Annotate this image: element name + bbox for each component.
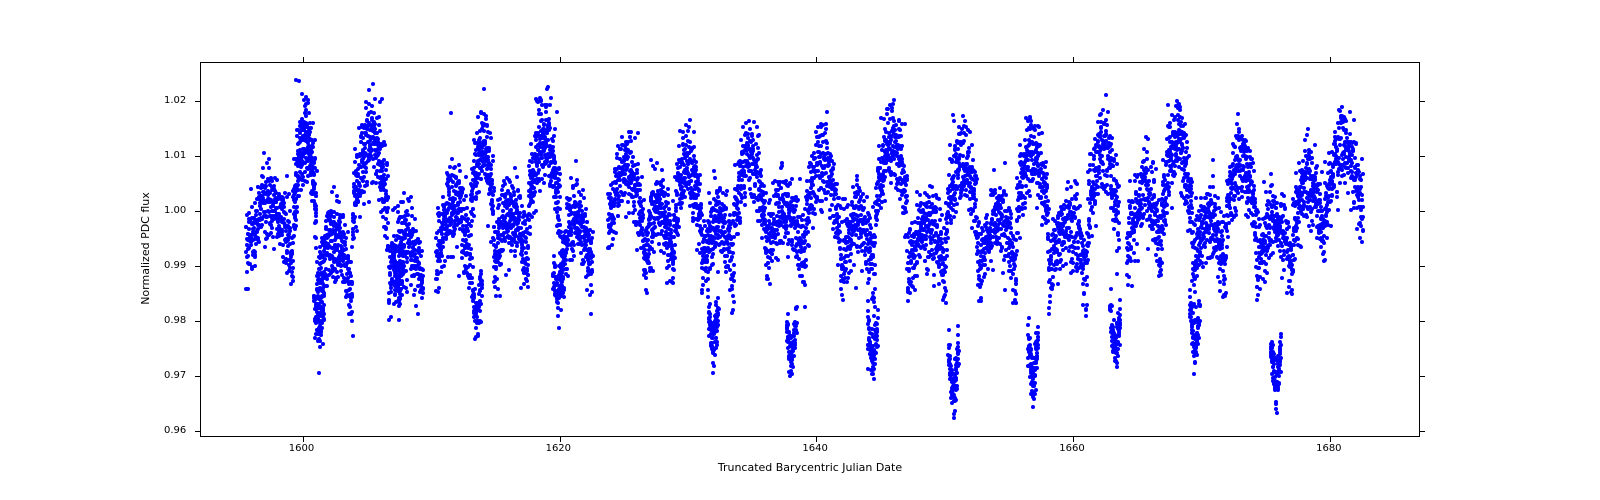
ytick-mark (195, 431, 200, 432)
xtick-mark (816, 437, 817, 442)
xtick-mark (560, 437, 561, 442)
xtick-mark (303, 437, 304, 442)
ytick-label: 1.02 (164, 95, 186, 106)
ytick-mark (195, 211, 200, 212)
xtick-mark (1330, 437, 1331, 442)
xtick-label: 1640 (802, 443, 827, 454)
ytick-label: 1.01 (164, 150, 186, 161)
ytick-label: 0.99 (164, 260, 186, 271)
ytick-mark (1420, 376, 1425, 377)
plot-area (200, 62, 1420, 437)
xtick-label: 1620 (546, 443, 571, 454)
ytick-mark (1420, 211, 1425, 212)
y-axis-label: Normalized PDC flux (139, 61, 152, 436)
xtick-mark (816, 57, 817, 62)
ytick-mark (195, 376, 200, 377)
ytick-mark (195, 156, 200, 157)
ytick-label: 0.96 (164, 425, 186, 436)
ytick-mark (1420, 101, 1425, 102)
ytick-mark (195, 101, 200, 102)
ytick-label: 1.00 (164, 205, 186, 216)
xtick-mark (1330, 57, 1331, 62)
figure: Truncated Barycentric Julian Date Normal… (0, 0, 1600, 500)
ytick-mark (1420, 321, 1425, 322)
ytick-mark (1420, 431, 1425, 432)
xtick-mark (303, 57, 304, 62)
xtick-label: 1680 (1316, 443, 1341, 454)
xtick-label: 1600 (289, 443, 314, 454)
ytick-mark (1420, 156, 1425, 157)
ytick-mark (195, 266, 200, 267)
x-axis-label: Truncated Barycentric Julian Date (200, 461, 1420, 474)
xtick-mark (560, 57, 561, 62)
xtick-label: 1660 (1059, 443, 1084, 454)
xtick-mark (1073, 437, 1074, 442)
ytick-mark (1420, 266, 1425, 267)
ytick-label: 0.98 (164, 315, 186, 326)
ytick-mark (195, 321, 200, 322)
ytick-label: 0.97 (164, 370, 186, 381)
xtick-mark (1073, 57, 1074, 62)
scatter-series (201, 63, 1419, 436)
